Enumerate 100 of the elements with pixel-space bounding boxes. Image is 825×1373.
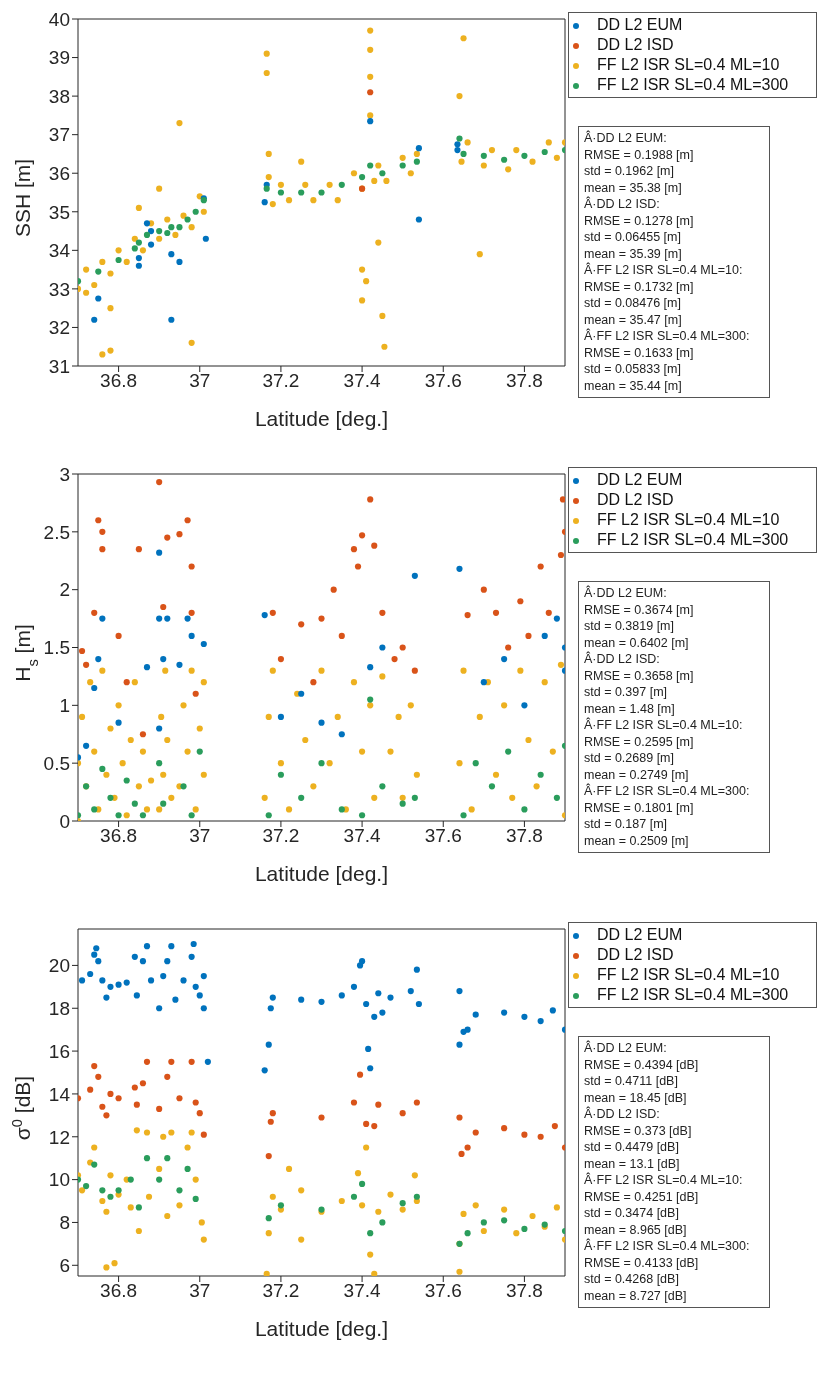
legend-label: FF L2 ISR SL=0.4 ML=300 <box>597 76 789 93</box>
text: RMSE = 0.4133 [dB] <box>584 1254 700 1271</box>
text: std = 0.4268 [dB] <box>584 1271 680 1288</box>
x-tick-label: 37.8 <box>505 370 543 392</box>
text: RMSE = 0.1633 [m] <box>584 344 695 361</box>
text: mean = 8.965 [dB] <box>584 1221 688 1238</box>
x-tick-label: 37.2 <box>262 825 300 847</box>
text: mean = 35.47 [m] <box>584 311 683 328</box>
legend-label: DD L2 EUM <box>597 16 683 33</box>
y-tick-label: 18 <box>48 998 70 1019</box>
y-tick-label: 14 <box>48 1083 71 1105</box>
text: std = 0.05833 [m] <box>584 361 682 378</box>
x-tick-label: 36.8 <box>100 1280 138 1302</box>
y-tick-label: 0.5 <box>43 752 70 774</box>
y-tick-label: 6 <box>59 1255 70 1277</box>
text: mean = 13.1 [dB] <box>584 1155 681 1172</box>
text: Â·DD L2 EUM: <box>584 585 668 602</box>
x-tick-label: 36.8 <box>100 370 138 392</box>
text: mean = 18.45 [dB] <box>584 1089 688 1106</box>
text: mean = 1.48 [m] <box>584 700 676 717</box>
y-tick-label: 39 <box>48 47 70 69</box>
legend-label: FF L2 ISR SL=0.4 ML=300 <box>597 531 789 548</box>
text: RMSE = 0.3658 [m] <box>584 667 695 684</box>
y-tick-label: 31 <box>48 355 70 377</box>
text: std = 0.3474 [dB] <box>584 1205 680 1222</box>
x-tick-label: 37 <box>189 370 211 392</box>
text: RMSE = 0.3674 [m] <box>584 601 695 618</box>
text: Â·DD L2 ISD: <box>584 196 661 213</box>
text: Â·FF L2 ISR SL=0.4 ML=300: <box>584 1238 751 1255</box>
text: Â·DD L2 EUM: <box>584 1040 668 1057</box>
y-tick-label: 1.5 <box>43 637 70 659</box>
legend-label: FF L2 ISR SL=0.4 ML=10 <box>597 56 780 73</box>
legend-label: DD L2 ISD <box>597 36 674 53</box>
y-tick-label: 10 <box>48 1169 70 1191</box>
x-axis-title: Latitude [deg.] <box>254 1317 389 1340</box>
x-tick-label: 37.2 <box>262 1280 300 1302</box>
text: Â·FF L2 ISR SL=0.4 ML=10: <box>584 262 744 279</box>
text: Â·FF L2 ISR SL=0.4 ML=10: <box>584 1172 744 1189</box>
y-tick-label: 0 <box>59 810 70 832</box>
text: Â·DD L2 EUM: <box>584 130 668 147</box>
y-tick-label: 33 <box>48 278 70 300</box>
y-axis-title: SSH [m] <box>11 158 34 238</box>
text: Â·FF L2 ISR SL=0.4 ML=300: <box>584 328 751 345</box>
text: mean = 35.39 [m] <box>584 245 683 262</box>
text: std = 0.187 [m] <box>584 816 669 833</box>
legend-label: DD L2 EUM <box>597 471 683 488</box>
text: mean = 35.44 [m] <box>584 377 683 394</box>
x-tick-label: 37.6 <box>424 825 462 847</box>
text: RMSE = 0.1988 [m] <box>584 146 695 163</box>
text: Â·DD L2 ISD: <box>584 1106 661 1123</box>
y-tick-label: 35 <box>48 201 70 223</box>
x-tick-label: 37.4 <box>343 1280 381 1302</box>
legend-label: DD L2 ISD <box>597 491 674 508</box>
legend-label: FF L2 ISR SL=0.4 ML=10 <box>597 966 780 983</box>
text: RMSE = 0.1732 [m] <box>584 278 695 295</box>
text: std = 0.397 [m] <box>584 684 669 701</box>
y-tick-label: 2 <box>59 579 70 601</box>
text: mean = 35.38 [m] <box>584 179 683 196</box>
y-tick-label: 8 <box>59 1212 70 1234</box>
y-tick-label: 34 <box>48 240 71 262</box>
y-tick-label: 32 <box>48 317 70 339</box>
text: mean = 0.6402 [m] <box>584 634 690 651</box>
text: RMSE = 0.4251 [dB] <box>584 1188 700 1205</box>
text: Â·FF L2 ISR SL=0.4 ML=300: <box>584 783 751 800</box>
y-tick-label: 38 <box>48 85 70 107</box>
legend-label: DD L2 ISD <box>597 946 674 963</box>
x-axis-title: Latitude [deg.] <box>254 862 389 885</box>
x-axis-title: Latitude [deg.] <box>254 407 389 430</box>
text: RMSE = 0.2595 [m] <box>584 733 695 750</box>
text: RMSE = 0.1278 [m] <box>584 212 695 229</box>
text: std = 0.4479 [dB] <box>584 1139 680 1156</box>
y-tick-label: 37 <box>48 124 70 146</box>
text: std = 0.1962 [m] <box>584 163 675 180</box>
y-tick-label: 3 <box>59 463 70 485</box>
text: Â·DD L2 ISD: <box>584 651 661 668</box>
text: std = 0.3819 [m] <box>584 618 675 635</box>
x-tick-label: 37.2 <box>262 370 300 392</box>
x-tick-label: 37 <box>189 1280 211 1302</box>
legend-label: FF L2 ISR SL=0.4 ML=300 <box>597 986 789 1003</box>
x-tick-label: 36.8 <box>100 825 138 847</box>
text: mean = 0.2509 [m] <box>584 832 690 849</box>
x-tick-label: 37.6 <box>424 370 462 392</box>
text: RMSE = 0.4394 [dB] <box>584 1056 700 1073</box>
text: std = 0.2689 [m] <box>584 750 675 767</box>
text: RMSE = 0.1801 [m] <box>584 799 695 816</box>
y-tick-label: 40 <box>48 8 70 30</box>
text: Â·FF L2 ISR SL=0.4 ML=10: <box>584 717 744 734</box>
legend-label: FF L2 ISR SL=0.4 ML=10 <box>597 511 780 528</box>
y-tick-label: 2.5 <box>43 521 70 543</box>
text: mean = 0.2749 [m] <box>584 766 690 783</box>
x-tick-label: 37.8 <box>505 1280 543 1302</box>
x-tick-label: 37.6 <box>424 1280 462 1302</box>
x-tick-label: 37 <box>189 825 211 847</box>
x-tick-label: 37.4 <box>343 370 381 392</box>
y-tick-label: 36 <box>48 162 70 184</box>
x-tick-label: 37.4 <box>343 825 381 847</box>
text: std = 0.06455 [m] <box>584 229 682 246</box>
y-tick-label: 1 <box>59 695 70 717</box>
x-tick-label: 37.8 <box>505 825 543 847</box>
y-tick-label: 12 <box>48 1126 70 1148</box>
